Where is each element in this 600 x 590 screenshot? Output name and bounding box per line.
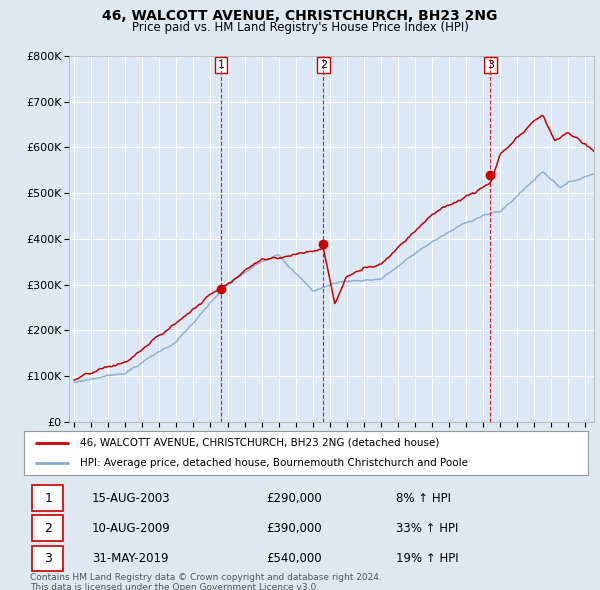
- Text: Price paid vs. HM Land Registry's House Price Index (HPI): Price paid vs. HM Land Registry's House …: [131, 21, 469, 34]
- Text: 8% ↑ HPI: 8% ↑ HPI: [396, 491, 451, 504]
- Text: 3: 3: [44, 552, 52, 565]
- FancyBboxPatch shape: [32, 516, 64, 541]
- Text: £390,000: £390,000: [266, 522, 322, 535]
- FancyBboxPatch shape: [32, 485, 64, 511]
- Text: 1: 1: [218, 60, 224, 70]
- Text: 2: 2: [44, 522, 52, 535]
- Text: HPI: Average price, detached house, Bournemouth Christchurch and Poole: HPI: Average price, detached house, Bour…: [80, 458, 469, 468]
- Text: Contains HM Land Registry data © Crown copyright and database right 2024.: Contains HM Land Registry data © Crown c…: [30, 573, 382, 582]
- FancyBboxPatch shape: [32, 546, 64, 571]
- Text: 19% ↑ HPI: 19% ↑ HPI: [396, 552, 459, 565]
- Text: 46, WALCOTT AVENUE, CHRISTCHURCH, BH23 2NG (detached house): 46, WALCOTT AVENUE, CHRISTCHURCH, BH23 2…: [80, 438, 440, 448]
- Text: 2: 2: [320, 60, 327, 70]
- Text: 10-AUG-2009: 10-AUG-2009: [92, 522, 170, 535]
- Text: 15-AUG-2003: 15-AUG-2003: [92, 491, 170, 504]
- Text: £540,000: £540,000: [266, 552, 322, 565]
- Text: 3: 3: [487, 60, 494, 70]
- Text: £290,000: £290,000: [266, 491, 322, 504]
- Text: This data is licensed under the Open Government Licence v3.0.: This data is licensed under the Open Gov…: [30, 583, 319, 590]
- Text: 31-MAY-2019: 31-MAY-2019: [92, 552, 168, 565]
- Text: 46, WALCOTT AVENUE, CHRISTCHURCH, BH23 2NG: 46, WALCOTT AVENUE, CHRISTCHURCH, BH23 2…: [103, 9, 497, 23]
- Text: 33% ↑ HPI: 33% ↑ HPI: [396, 522, 458, 535]
- Text: 1: 1: [44, 491, 52, 504]
